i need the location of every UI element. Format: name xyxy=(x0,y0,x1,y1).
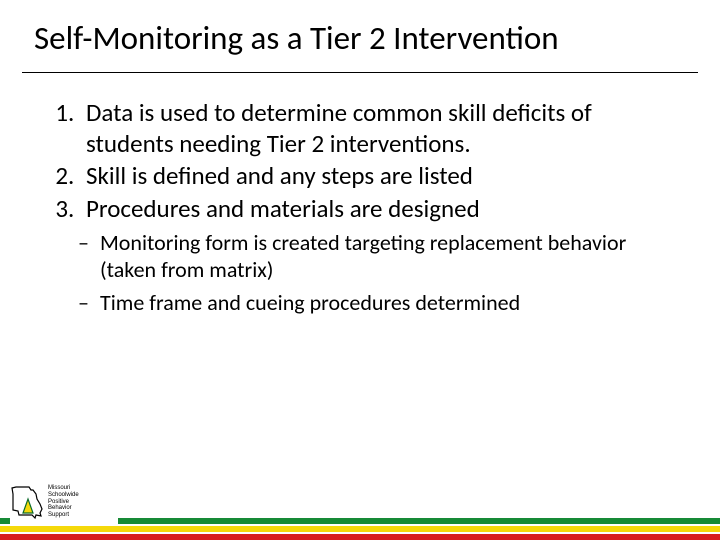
logo-line: Support xyxy=(48,512,79,519)
footer-logo: Missouri Schoolwide Positive Behavior Su… xyxy=(10,478,118,526)
logo-text: Missouri Schoolwide Positive Behavior Su… xyxy=(48,485,79,519)
numbered-list: Data is used to determine common skill d… xyxy=(44,98,684,224)
sub-list-item-text: Time frame and cueing procedures determi… xyxy=(100,289,520,316)
sub-list-item-text: Monitoring form is created targeting rep… xyxy=(100,229,626,283)
sub-list-item: Time frame and cueing procedures determi… xyxy=(78,290,684,317)
logo-line: Schoolwide xyxy=(48,492,79,499)
title-divider xyxy=(22,72,698,73)
list-item: Procedures and materials are designed xyxy=(80,194,684,225)
logo-line: Behavior xyxy=(48,505,79,512)
slide-body: Data is used to determine common skill d… xyxy=(44,98,684,322)
list-item: Data is used to determine common skill d… xyxy=(80,98,684,159)
slide-title: Self-Monitoring as a Tier 2 Intervention xyxy=(34,20,694,58)
sub-list: Monitoring form is created targeting rep… xyxy=(44,230,684,316)
logo-line: Missouri xyxy=(48,485,79,492)
list-item: Skill is defined and any steps are liste… xyxy=(80,161,684,192)
missouri-shape-icon xyxy=(10,484,44,520)
list-item-text: Procedures and materials are designed xyxy=(86,193,480,224)
list-item-text: Skill is defined and any steps are liste… xyxy=(86,160,473,191)
footer-bar-red xyxy=(0,534,720,540)
logo-line: Positive xyxy=(48,499,79,506)
list-item-text: Data is used to determine common skill d… xyxy=(86,97,592,159)
sub-list-item: Monitoring form is created targeting rep… xyxy=(78,230,684,284)
slide: Self-Monitoring as a Tier 2 Intervention… xyxy=(0,0,720,540)
footer-bar-yellow xyxy=(0,526,720,532)
